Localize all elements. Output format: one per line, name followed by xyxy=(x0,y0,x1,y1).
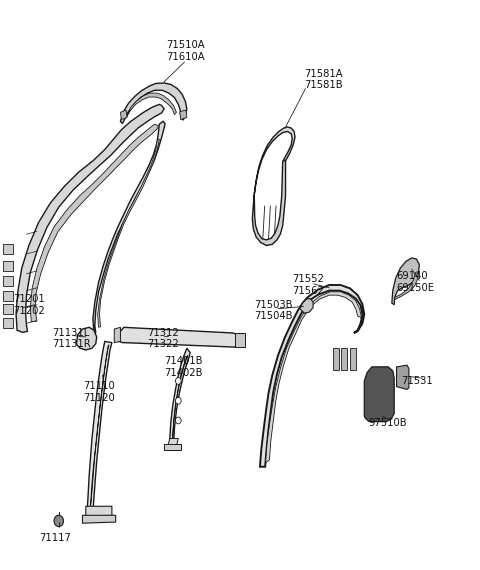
Text: 71552
71562: 71552 71562 xyxy=(292,274,324,296)
Polygon shape xyxy=(119,327,242,347)
Polygon shape xyxy=(395,271,419,300)
Text: 71581A
71581B: 71581A 71581B xyxy=(304,68,343,90)
Polygon shape xyxy=(3,244,13,254)
Text: 71117: 71117 xyxy=(39,534,71,543)
Polygon shape xyxy=(300,299,313,314)
Polygon shape xyxy=(86,506,112,518)
Polygon shape xyxy=(3,304,13,314)
Text: 71503B
71504B: 71503B 71504B xyxy=(254,300,293,321)
Polygon shape xyxy=(180,110,187,120)
Polygon shape xyxy=(87,341,112,514)
Polygon shape xyxy=(3,276,13,286)
Polygon shape xyxy=(170,348,190,444)
Polygon shape xyxy=(164,444,180,450)
Text: 69140
69150E: 69140 69150E xyxy=(396,271,434,293)
Polygon shape xyxy=(396,365,409,389)
Polygon shape xyxy=(173,356,188,438)
Circle shape xyxy=(176,377,181,384)
Polygon shape xyxy=(97,140,159,327)
Polygon shape xyxy=(126,93,177,118)
Polygon shape xyxy=(341,348,347,370)
Polygon shape xyxy=(91,345,109,506)
Polygon shape xyxy=(83,515,116,523)
Circle shape xyxy=(176,417,181,424)
Polygon shape xyxy=(120,83,187,124)
Polygon shape xyxy=(260,285,364,467)
Text: 71201
71202: 71201 71202 xyxy=(13,294,45,316)
Polygon shape xyxy=(30,124,158,321)
Circle shape xyxy=(54,515,63,527)
Circle shape xyxy=(176,397,181,404)
Polygon shape xyxy=(254,127,295,195)
Text: 71110
71120: 71110 71120 xyxy=(84,381,115,403)
Polygon shape xyxy=(3,260,13,271)
Polygon shape xyxy=(3,317,13,328)
Polygon shape xyxy=(114,327,120,343)
Polygon shape xyxy=(235,333,245,347)
Polygon shape xyxy=(333,348,339,370)
Polygon shape xyxy=(3,291,13,301)
Polygon shape xyxy=(392,258,420,305)
Polygon shape xyxy=(16,104,164,332)
Polygon shape xyxy=(76,327,96,350)
Text: 71312
71322: 71312 71322 xyxy=(147,328,179,349)
Polygon shape xyxy=(93,121,165,333)
Text: 97510B: 97510B xyxy=(368,418,407,428)
Polygon shape xyxy=(252,161,286,246)
Polygon shape xyxy=(265,292,361,463)
Polygon shape xyxy=(364,367,394,422)
Polygon shape xyxy=(168,438,179,446)
Text: 71131L
71131R: 71131L 71131R xyxy=(53,328,91,349)
Text: 71531: 71531 xyxy=(401,376,433,386)
Text: 71401B
71402B: 71401B 71402B xyxy=(164,356,203,378)
Polygon shape xyxy=(120,110,127,120)
Text: 71510A
71610A: 71510A 71610A xyxy=(166,40,205,62)
Polygon shape xyxy=(349,348,356,370)
